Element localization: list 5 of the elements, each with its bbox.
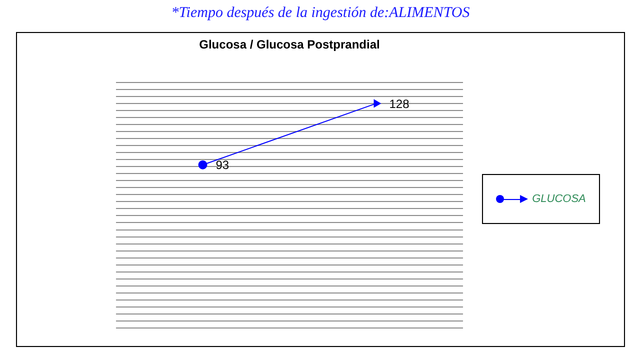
chart-title: Glucosa / Glucosa Postprandial <box>199 38 380 52</box>
data-label: 93 <box>216 158 230 172</box>
legend-label: GLUCOSA <box>532 193 586 205</box>
text: *Tiempo después de la ingestión de:ALIMENTOS <box>170 5 471 22</box>
data-label: 128 <box>389 96 410 111</box>
